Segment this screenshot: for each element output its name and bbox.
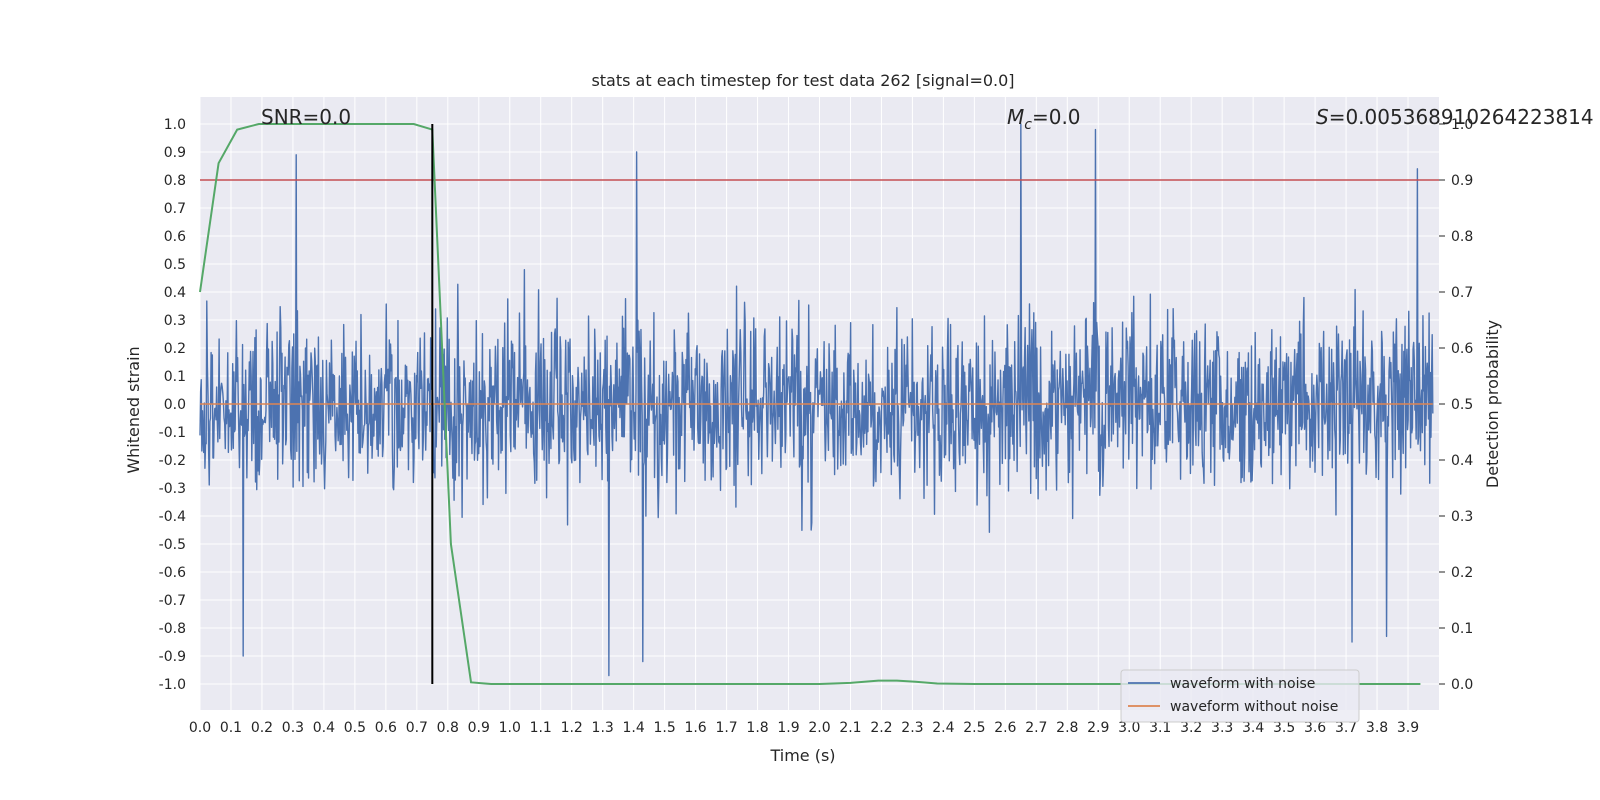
x-tick-label: 3.5 xyxy=(1273,720,1295,736)
y-right-tick-label: 0.8 xyxy=(1451,229,1473,245)
y-tick-label: 0.6 xyxy=(164,229,186,245)
y-tick-label: -0.4 xyxy=(159,509,186,525)
y-right-tick-label: 1.0 xyxy=(1451,117,1473,133)
chirp-mass-subscript: c xyxy=(1024,117,1032,133)
x-tick-label: 1.1 xyxy=(530,720,552,736)
y-axis-right-label: Detection probability xyxy=(1483,320,1502,488)
x-tick-label: 1.0 xyxy=(499,720,521,736)
x-tick-label: 3.2 xyxy=(1180,720,1202,736)
x-tick-label: 2.4 xyxy=(932,720,954,736)
x-axis-label: Time (s) xyxy=(769,746,835,765)
x-tick-label: 0.2 xyxy=(251,720,273,736)
x-tick-label: 0.7 xyxy=(406,720,428,736)
x-tick-label: 1.2 xyxy=(561,720,583,736)
x-tick-label: 2.2 xyxy=(870,720,892,736)
x-axis-ticks: 0.0 0.1 0.2 0.3 0.4 0.5 0.6 0.7 0.8 0.9 1.0 1.1 1.2 1… xyxy=(189,720,1419,736)
y-tick-label: 0.3 xyxy=(164,313,186,329)
y-tick-label: -0.8 xyxy=(159,621,186,637)
y-axis-ticks: 1.0 0.9 0.8 0.7 0.6 0.5 0.4 0.3 0.2 0.1 0.0 -0.1 -0.… xyxy=(159,117,186,693)
x-tick-label: 1.3 xyxy=(592,720,614,736)
x-tick-label: 0.9 xyxy=(468,720,490,736)
x-tick-label: 1.4 xyxy=(623,720,645,736)
y-tick-label: -0.2 xyxy=(159,453,186,469)
x-tick-label: 3.6 xyxy=(1304,720,1326,736)
x-tick-label: 2.9 xyxy=(1087,720,1109,736)
y-tick-label: 1.0 xyxy=(164,117,186,133)
y-tick-label: -1.0 xyxy=(159,677,186,693)
x-tick-label: 1.9 xyxy=(777,720,799,736)
y-right-tick-label: 0.4 xyxy=(1451,453,1473,469)
chart-title: stats at each timestep for test data 262… xyxy=(591,71,1014,90)
x-tick-label: 1.7 xyxy=(715,720,737,736)
y-tick-label: 0.8 xyxy=(164,173,186,189)
x-tick-label: 3.8 xyxy=(1366,720,1388,736)
x-tick-label: 1.5 xyxy=(653,720,675,736)
x-tick-label: 3.3 xyxy=(1211,720,1233,736)
waveform-with-noise-line xyxy=(199,123,1434,677)
x-tick-label: 0.4 xyxy=(313,720,335,736)
x-tick-label: 3.7 xyxy=(1335,720,1357,736)
x-tick-label: 0.0 xyxy=(189,720,211,736)
x-tick-label: 0.1 xyxy=(220,720,242,736)
y-tick-label: -0.7 xyxy=(159,593,186,609)
y-tick-label: 0.9 xyxy=(164,145,186,161)
x-tick-label: 1.6 xyxy=(684,720,706,736)
x-tick-label: 3.0 xyxy=(1118,720,1140,736)
chirp-mass-value: =0.0 xyxy=(1032,105,1081,129)
x-tick-label: 2.5 xyxy=(963,720,985,736)
x-tick-label: 3.9 xyxy=(1397,720,1419,736)
y-tick-label: 0.1 xyxy=(164,369,186,385)
x-tick-label: 2.7 xyxy=(1025,720,1047,736)
y-tick-label: -0.9 xyxy=(159,649,186,665)
detection-probability-line xyxy=(199,123,1421,685)
y-tick-label: 0.4 xyxy=(164,285,186,301)
y-tick-label: -0.6 xyxy=(159,565,186,581)
snr-annotation: SNR=0.0 xyxy=(261,105,351,129)
legend-box xyxy=(1120,669,1360,723)
chirp-mass-symbol: M xyxy=(1007,105,1024,129)
y-right-tick-label: 0.5 xyxy=(1451,397,1473,413)
x-tick-label: 0.8 xyxy=(437,720,459,736)
y-right-tick-label: 0.0 xyxy=(1451,677,1473,693)
y-right-tick-label: 0.7 xyxy=(1451,285,1473,301)
legend-label-clean: waveform without noise xyxy=(1170,699,1338,715)
y-right-tick-label: 0.9 xyxy=(1451,173,1473,189)
y-tick-label: -0.1 xyxy=(159,425,186,441)
legend-label-noise: waveform with noise xyxy=(1170,676,1315,692)
y-axis-right-ticks: 1.0 0.9 0.8 0.7 0.6 0.5 0.4 0.3 0.2 0.1 0.0 xyxy=(1439,117,1473,693)
x-tick-label: 2.1 xyxy=(839,720,861,736)
y-right-tick-label: 0.6 xyxy=(1451,341,1473,357)
y-right-tick-label: 0.2 xyxy=(1451,565,1473,581)
s-value: =0.005368910264223814 xyxy=(1329,105,1594,129)
x-tick-label: 0.3 xyxy=(282,720,304,736)
y-tick-label: -0.3 xyxy=(159,481,186,497)
y-axis-label: Whitened strain xyxy=(124,346,143,473)
y-tick-label: 0.7 xyxy=(164,201,186,217)
series-lines xyxy=(199,123,1439,685)
x-tick-label: 2.0 xyxy=(808,720,830,736)
series-waveform-with-noise xyxy=(199,123,1434,677)
x-tick-label: 0.6 xyxy=(375,720,397,736)
chirp-mass-annotation: Mc=0.0 xyxy=(1007,105,1081,133)
s-annotation: S=0.005368910264223814 xyxy=(1316,105,1594,129)
x-tick-label: 1.8 xyxy=(746,720,768,736)
x-tick-label: 2.3 xyxy=(901,720,923,736)
y-tick-label: 0.0 xyxy=(164,397,186,413)
legend: waveform with noise waveform without noi… xyxy=(1120,669,1360,723)
x-tick-label: 2.6 xyxy=(994,720,1016,736)
y-tick-label: -0.5 xyxy=(159,537,186,553)
y-tick-label: 0.5 xyxy=(164,257,186,273)
y-right-tick-label: 0.3 xyxy=(1451,509,1473,525)
y-tick-label: 0.2 xyxy=(164,341,186,357)
y-right-tick-label: 0.1 xyxy=(1451,621,1473,637)
x-tick-label: 3.4 xyxy=(1242,720,1264,736)
x-tick-label: 0.5 xyxy=(344,720,366,736)
x-tick-label: 2.8 xyxy=(1056,720,1078,736)
x-tick-label: 3.1 xyxy=(1149,720,1171,736)
s-symbol: S xyxy=(1316,105,1329,129)
